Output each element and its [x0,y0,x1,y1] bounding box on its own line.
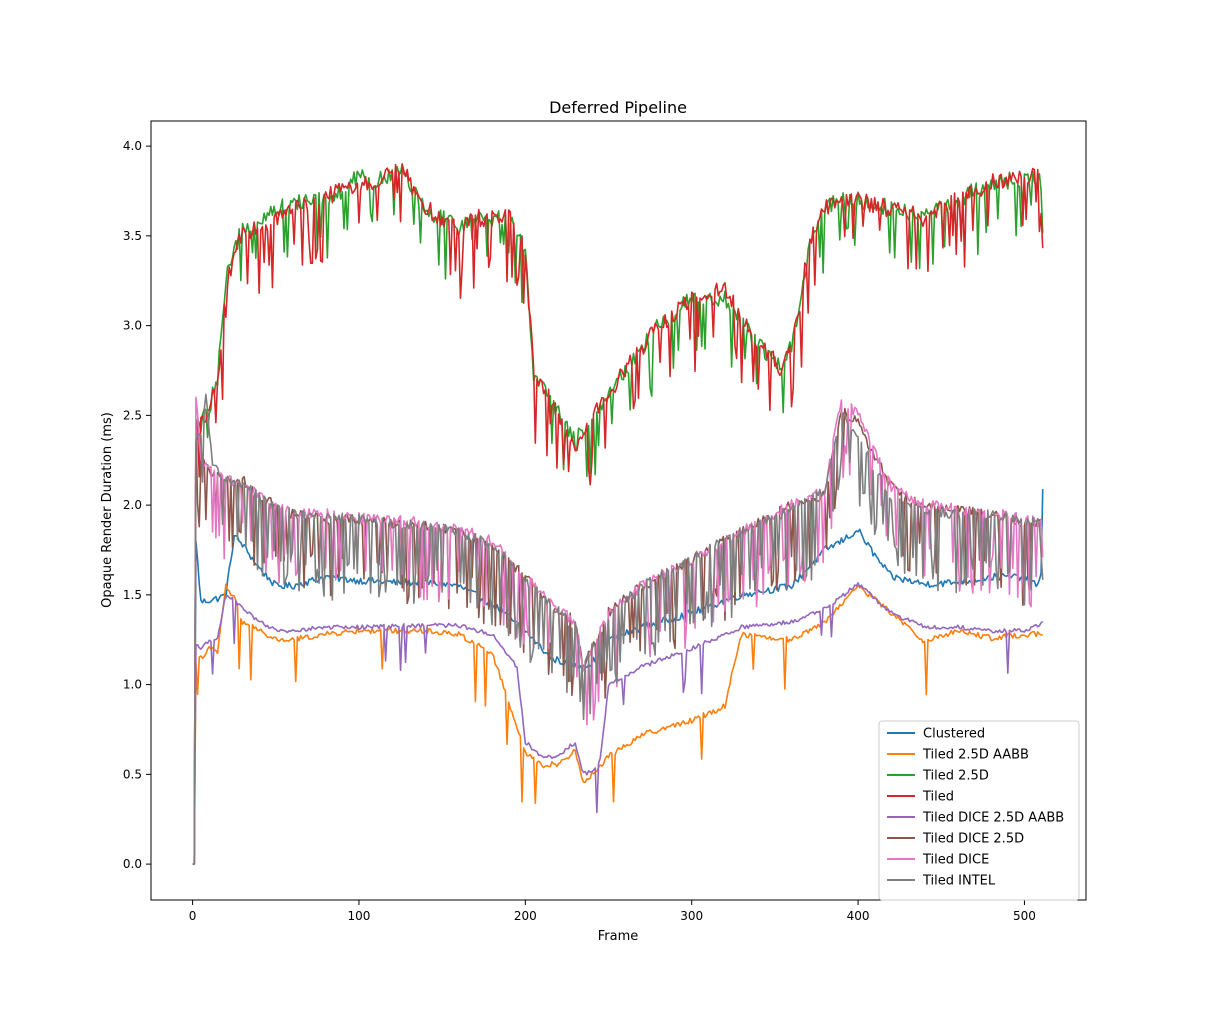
legend-label: Tiled 2.5D [922,769,989,784]
legend-label: Clustered [923,727,985,742]
x-tick-label: 100 [348,909,371,923]
x-tick-label: 300 [680,909,703,923]
x-tick-label: 200 [514,909,537,923]
y-tick-label: 1.5 [123,588,142,602]
y-tick-label: 1.0 [123,678,142,692]
y-tick-label: 0.5 [123,767,142,781]
y-tick-label: 3.5 [123,229,142,243]
legend-label: Tiled 2.5D AABB [922,748,1029,763]
series-line-4 [192,163,1044,865]
legend-label: Tiled DICE 2.5D [922,832,1024,847]
plot-area [192,163,1044,865]
legend-label: Tiled INTEL [922,874,996,889]
y-axis-label: Opaque Render Duration (ms) [100,412,115,608]
y-tick-label: 0.0 [123,857,142,871]
legend-label: Tiled DICE 2.5D AABB [922,811,1064,826]
y-tick-label: 2.5 [123,408,142,422]
legend-label: Tiled DICE [922,853,989,868]
chart-title: Deferred Pipeline [549,98,687,117]
y-tick-label: 3.0 [123,319,142,333]
x-tick-label: 0 [189,909,197,923]
legend-label: Tiled [922,790,954,805]
legend: Clustered Tiled 2.5D AABB Tiled 2.5D Tiled T… [878,720,1080,901]
x-axis: 0 100 200 300 400 500 [189,900,1036,923]
x-tick-label: 500 [1013,909,1036,923]
y-tick-label: 2.0 [123,498,142,512]
series-line-8 [192,393,1044,865]
x-axis-label: Frame [598,929,639,944]
legend-box [878,720,1080,901]
y-axis: 0.0 0.5 1.0 1.5 2.0 2.5 3.0 3.5 4.0 [123,139,151,871]
y-tick-label: 4.0 [123,139,142,153]
plot-frame [150,120,1087,901]
x-tick-label: 400 [847,909,870,923]
series-line-2 [192,583,1043,865]
